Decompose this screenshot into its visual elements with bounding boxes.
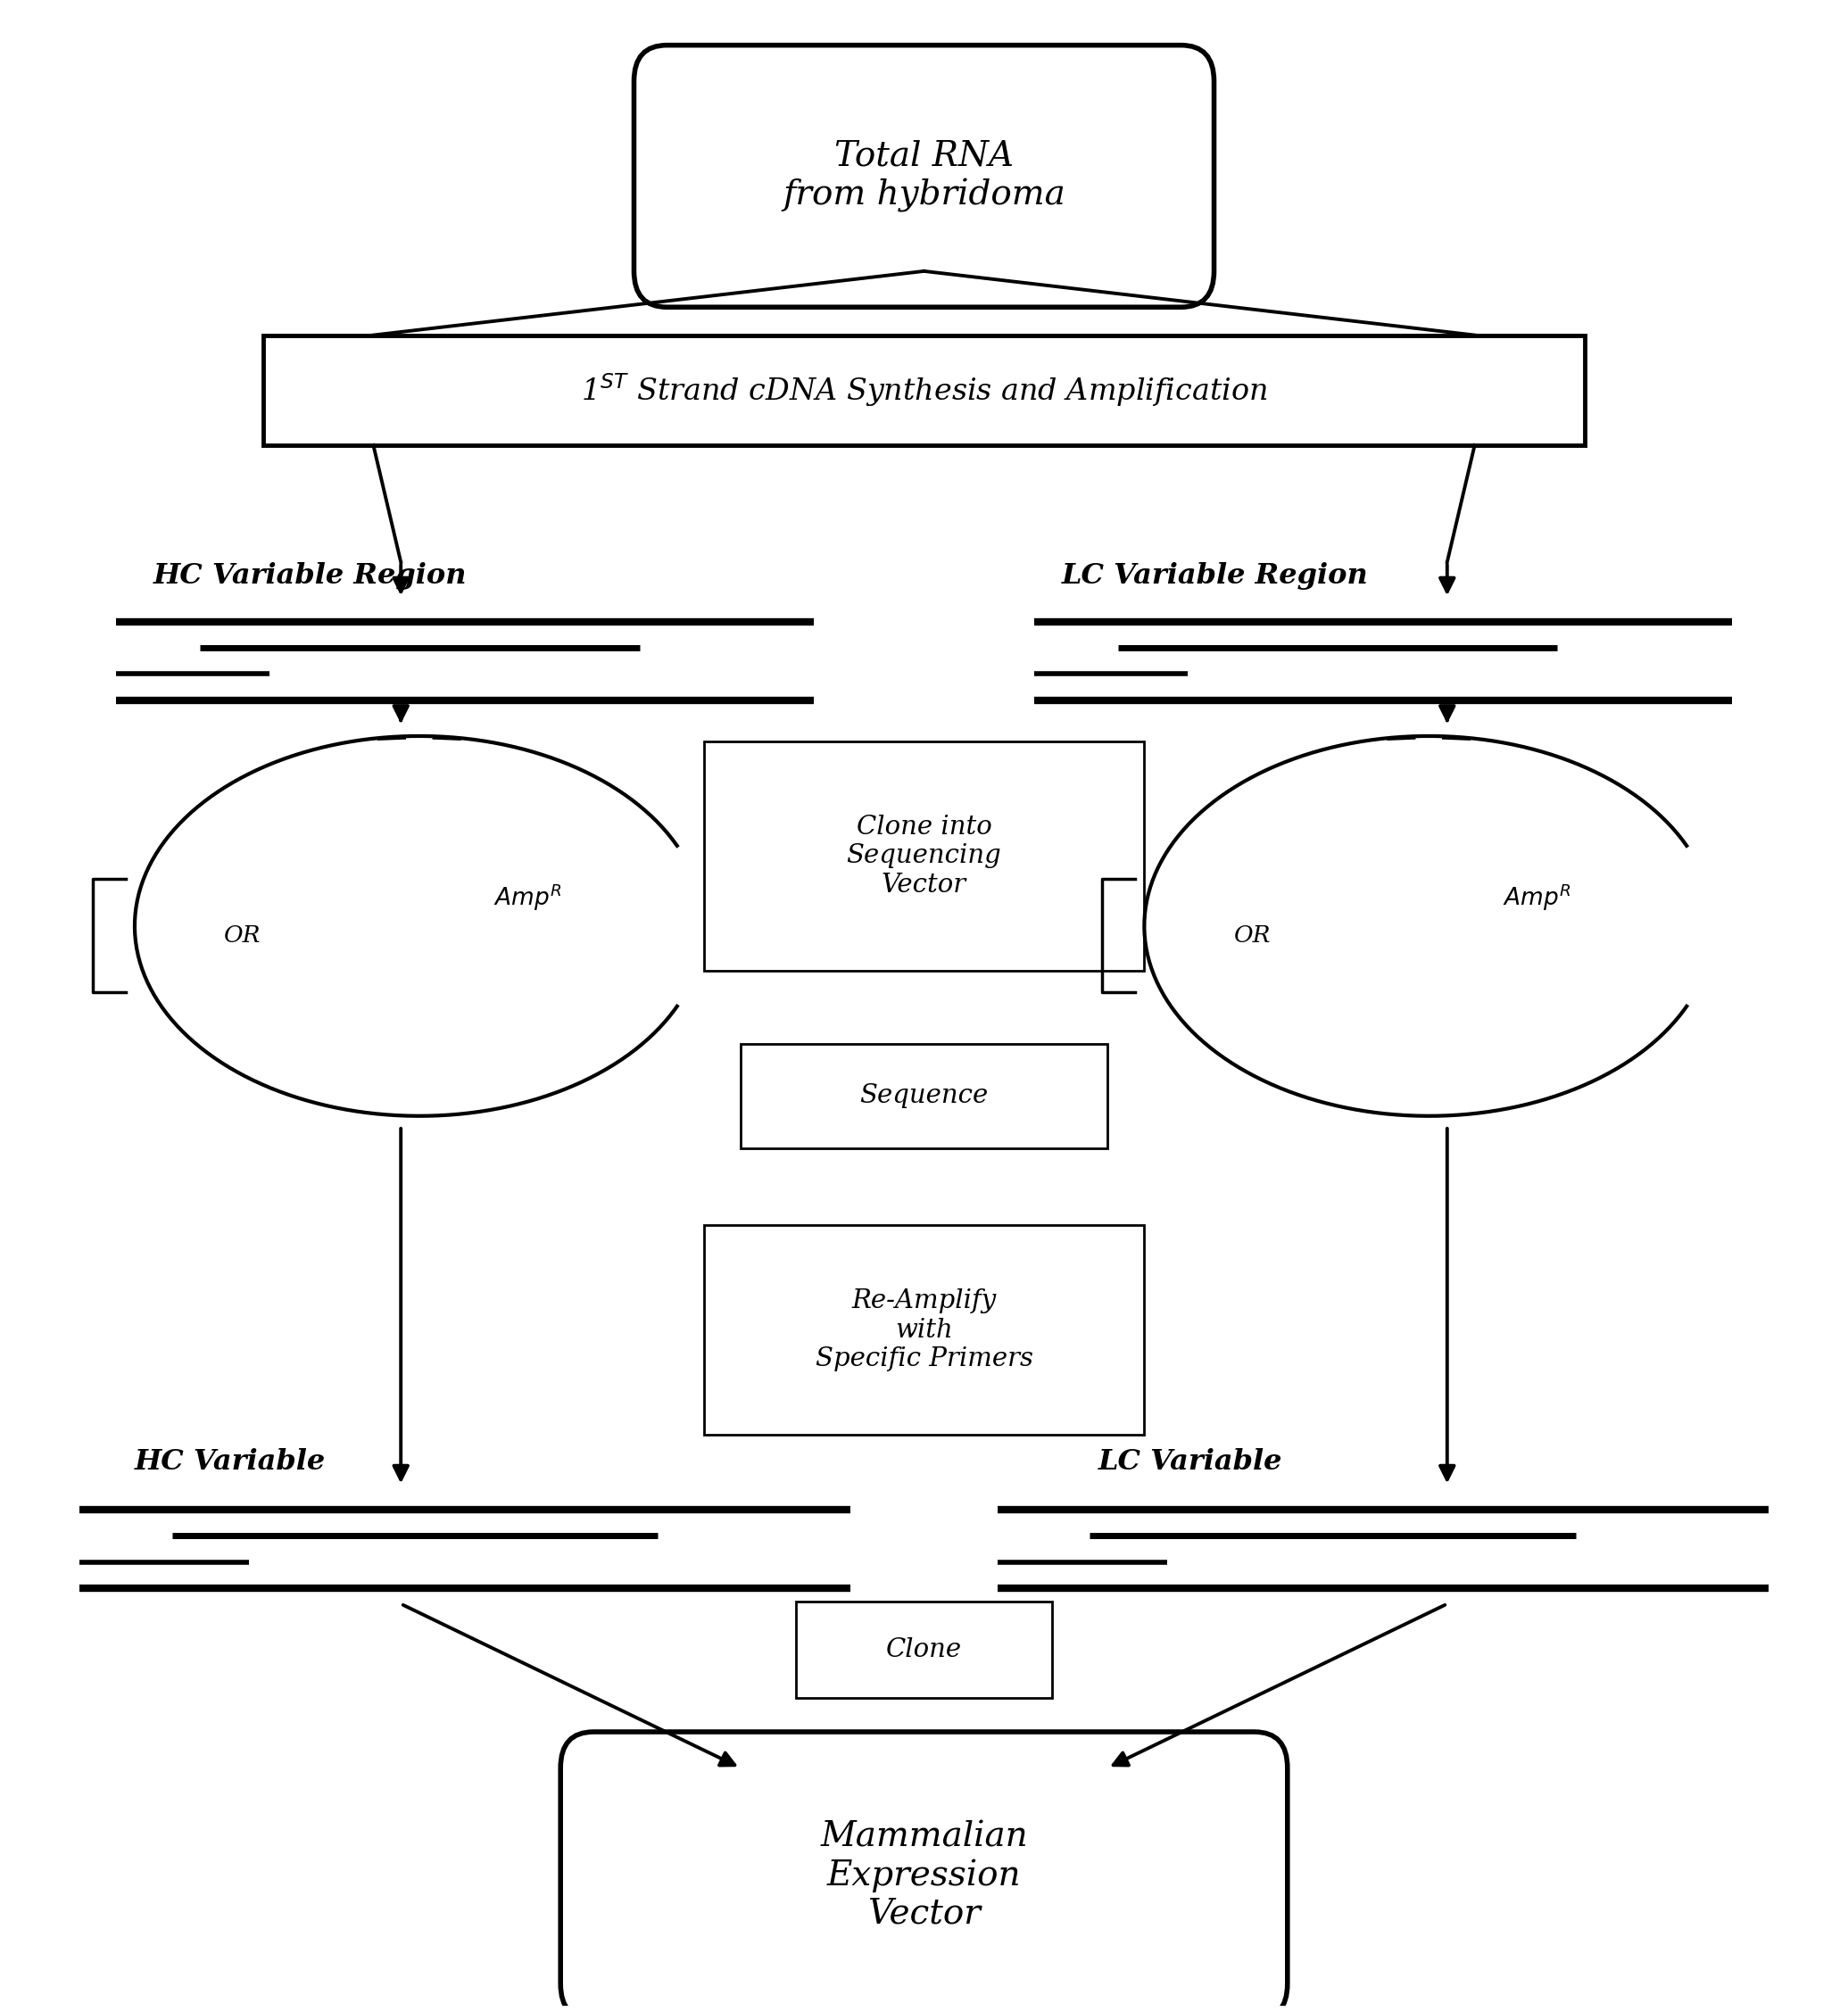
Text: HC Variable Region: HC Variable Region xyxy=(153,561,468,590)
Text: OR: OR xyxy=(1234,924,1271,948)
Text: LC Variable Region: LC Variable Region xyxy=(1061,561,1368,590)
Text: Clone: Clone xyxy=(885,1638,963,1662)
Text: LC Variable: LC Variable xyxy=(1098,1449,1283,1475)
Text: Clone into
Sequencing
Vector: Clone into Sequencing Vector xyxy=(846,815,1002,897)
FancyBboxPatch shape xyxy=(634,44,1214,308)
Bar xyxy=(741,1044,1107,1149)
Bar xyxy=(704,1225,1144,1435)
Text: $Amp^R$: $Amp^R$ xyxy=(493,881,562,913)
Bar xyxy=(704,740,1144,972)
FancyBboxPatch shape xyxy=(560,1732,1288,2012)
Bar xyxy=(262,336,1586,445)
Text: 1$^{ST}$ Strand cDNA Synthesis and Amplification: 1$^{ST}$ Strand cDNA Synthesis and Ampli… xyxy=(580,372,1268,408)
Text: Sequence: Sequence xyxy=(859,1084,989,1109)
Text: Total RNA
from hybridoma: Total RNA from hybridoma xyxy=(784,141,1064,211)
Text: OR: OR xyxy=(224,924,261,948)
Text: HC Variable: HC Variable xyxy=(135,1449,325,1475)
Text: Re-Amplify
with
Specific Primers: Re-Amplify with Specific Primers xyxy=(815,1288,1033,1372)
Text: $Amp^R$: $Amp^R$ xyxy=(1502,881,1571,913)
Bar xyxy=(795,1602,1053,1698)
Text: Mammalian
Expression
Vector: Mammalian Expression Vector xyxy=(821,1821,1027,1932)
